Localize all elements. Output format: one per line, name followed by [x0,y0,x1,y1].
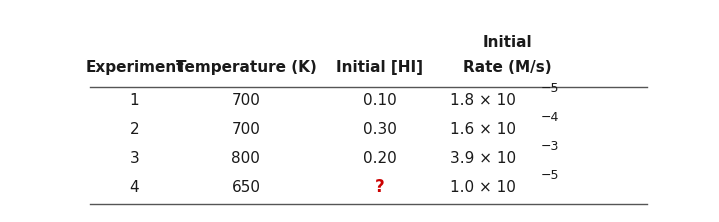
Text: 700: 700 [232,122,260,137]
Text: −5: −5 [541,169,559,182]
Text: 0.10: 0.10 [363,93,396,108]
Text: Experiment: Experiment [85,60,184,75]
Text: 1.0 × 10: 1.0 × 10 [450,180,516,195]
Text: 1: 1 [129,93,139,108]
Text: 4: 4 [129,180,139,195]
Text: ?: ? [375,178,385,196]
Text: 0.20: 0.20 [363,151,396,166]
Text: 1.6 × 10: 1.6 × 10 [449,122,516,137]
Text: 3: 3 [129,151,139,166]
Text: 3.9 × 10: 3.9 × 10 [449,151,516,166]
Text: Initial: Initial [483,35,533,50]
Text: 0.30: 0.30 [362,122,397,137]
Text: −3: −3 [541,140,559,153]
Text: 1.8 × 10: 1.8 × 10 [450,93,516,108]
Text: 700: 700 [232,93,260,108]
Text: Initial [HI]: Initial [HI] [336,60,423,75]
Text: 650: 650 [232,180,260,195]
Text: Temperature (K): Temperature (K) [175,60,316,75]
Text: Rate (M/s): Rate (M/s) [464,60,552,75]
Text: 800: 800 [232,151,260,166]
Text: −5: −5 [541,82,559,95]
Text: 2: 2 [129,122,139,137]
Text: −4: −4 [541,111,559,124]
